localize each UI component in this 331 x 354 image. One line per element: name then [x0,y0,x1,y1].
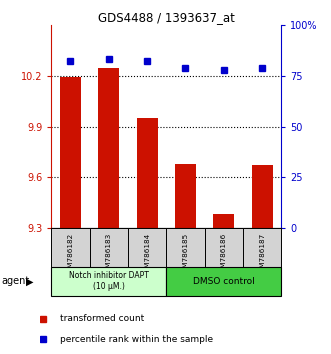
Bar [60,78,81,228]
Text: DMSO control: DMSO control [193,276,255,286]
Bar [90,228,128,267]
Text: Notch inhibitor DAPT
(10 μM.): Notch inhibitor DAPT (10 μM.) [69,272,149,291]
Bar [166,267,281,296]
Text: ▶: ▶ [26,276,33,286]
Text: GSM786187: GSM786187 [259,233,265,277]
Bar [51,228,90,267]
Text: GSM786183: GSM786183 [106,233,112,277]
Text: GSM786184: GSM786184 [144,233,150,277]
Text: GSM786182: GSM786182 [68,233,73,277]
Bar [51,267,166,296]
Bar [205,228,243,267]
Bar [175,164,196,228]
Text: transformed count: transformed count [60,314,144,323]
Text: GSM786185: GSM786185 [182,233,188,277]
Bar [98,68,119,228]
Text: GSM786186: GSM786186 [221,233,227,277]
Bar [128,228,166,267]
Bar [243,228,281,267]
Bar [137,118,158,228]
Bar [213,214,234,228]
Text: percentile rank within the sample: percentile rank within the sample [60,335,213,344]
Bar [252,165,273,228]
Title: GDS4488 / 1393637_at: GDS4488 / 1393637_at [98,11,235,24]
Text: agent: agent [2,276,30,286]
Bar [166,228,205,267]
